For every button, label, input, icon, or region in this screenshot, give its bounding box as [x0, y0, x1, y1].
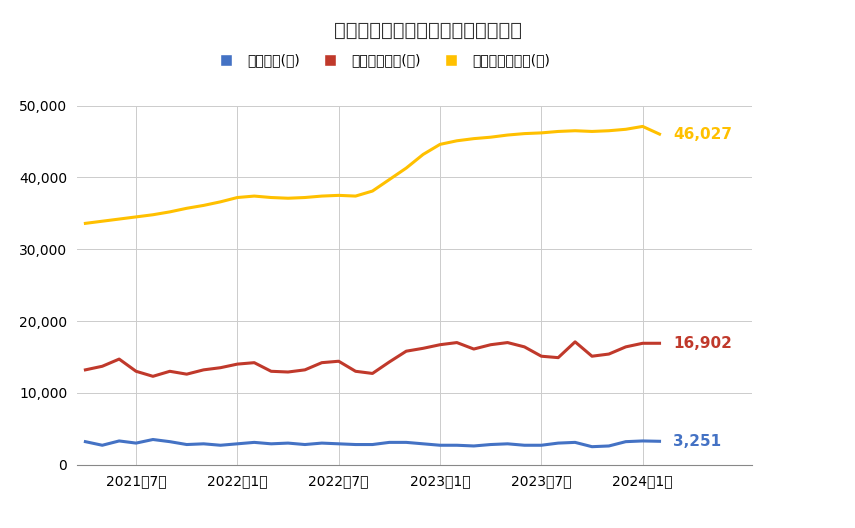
Text: 3,251: 3,251 — [673, 434, 721, 449]
Text: 首都圏　中古マンション件数の推移: 首都圏 中古マンション件数の推移 — [333, 21, 522, 40]
Legend: 成約件数(件), 新規登録件数(件), 販売中の物件数(件): 成約件数(件), 新規登録件数(件), 販売中の物件数(件) — [207, 48, 555, 73]
Text: 46,027: 46,027 — [673, 127, 732, 142]
Text: 16,902: 16,902 — [673, 336, 732, 351]
